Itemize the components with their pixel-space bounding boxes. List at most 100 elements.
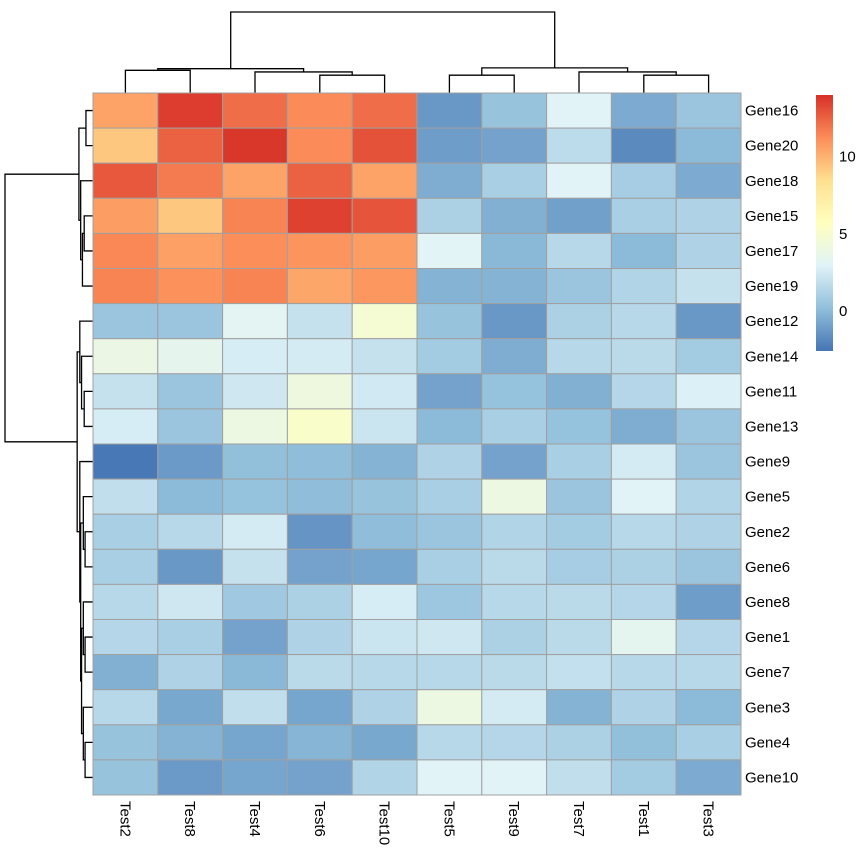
row-label: Gene3	[745, 699, 790, 716]
heatmap-cell	[157, 513, 224, 550]
heatmap-cells	[92, 92, 742, 796]
color-legend: 0 5 10	[816, 95, 856, 351]
legend-tick-label: 5	[839, 226, 847, 243]
heatmap-cell	[546, 759, 612, 796]
legend-tick-label: 0	[839, 303, 847, 320]
heatmap-cell	[157, 689, 224, 726]
heatmap-cell	[416, 338, 483, 375]
heatmap-cell	[416, 583, 483, 621]
heatmap-cell	[481, 689, 548, 726]
heatmap-cell	[546, 548, 612, 585]
row-label: Gene20	[745, 138, 798, 155]
heatmap-cell	[546, 513, 612, 550]
heatmap-cell	[222, 127, 288, 164]
heatmap-cell	[675, 408, 742, 445]
heatmap-cell	[416, 513, 483, 550]
heatmap-cell	[351, 268, 418, 305]
heatmap-cell	[675, 162, 742, 199]
dendrogram-branch	[84, 636, 93, 673]
heatmap-cell	[286, 478, 353, 515]
heatmap-cell	[481, 654, 548, 691]
heatmap-cell	[481, 268, 548, 305]
heatmap-cell	[610, 548, 677, 585]
heatmap-cell	[351, 197, 418, 234]
heatmap-cell	[222, 373, 288, 410]
heatmap-cell	[416, 303, 483, 340]
heatmap-cell	[675, 759, 742, 796]
heatmap-cell	[546, 478, 612, 515]
column-label: Test1	[635, 801, 652, 837]
dendrogram-branch	[84, 531, 93, 568]
heatmap-cell	[222, 338, 288, 375]
heatmap-cell	[92, 268, 159, 305]
heatmap-cell	[222, 478, 288, 515]
heatmap-cell	[416, 724, 483, 761]
row-label: Gene17	[745, 243, 798, 260]
column-label: Test9	[505, 801, 522, 837]
heatmap-cell	[222, 689, 288, 726]
heatmap-cell	[546, 268, 612, 305]
heatmap-cell	[351, 513, 418, 550]
heatmap-cell	[92, 654, 159, 691]
row-label: Gene15	[745, 208, 798, 225]
heatmap-cell	[351, 548, 418, 585]
heatmap-cell	[286, 548, 353, 585]
heatmap-cell	[481, 338, 548, 375]
heatmap-cell	[222, 92, 288, 129]
row-label: Gene18	[745, 173, 798, 190]
dendrogram-branch	[80, 355, 93, 410]
heatmap-cell	[416, 373, 483, 410]
heatmap-cell	[92, 232, 159, 269]
heatmap-cell	[157, 759, 224, 796]
heatmap-cell	[416, 127, 483, 164]
heatmap-cell	[157, 654, 224, 691]
heatmap-cell	[610, 583, 677, 621]
dendrogram-branch	[124, 69, 191, 93]
heatmap-cell	[610, 197, 677, 234]
column-label: Test6	[311, 801, 328, 837]
heatmap-cell	[157, 619, 224, 656]
heatmap-cell	[286, 303, 353, 340]
heatmap-cell	[481, 127, 548, 164]
heatmap-cell	[351, 478, 418, 515]
heatmap-cell	[610, 373, 677, 410]
heatmap-cell	[222, 443, 288, 480]
heatmap-cell	[286, 197, 353, 234]
heatmap-cell	[222, 548, 288, 585]
row-label: Gene10	[745, 769, 798, 786]
heatmap-cell	[351, 724, 418, 761]
heatmap-cell	[222, 197, 288, 234]
heatmap-cell	[351, 759, 418, 796]
heatmap-cell	[92, 162, 159, 199]
legend-tick-label: 10	[839, 149, 856, 166]
heatmap-cell	[610, 338, 677, 375]
heatmap-cell	[416, 619, 483, 656]
heatmap-cell	[157, 197, 224, 234]
heatmap-cell	[92, 583, 159, 621]
heatmap-cell	[546, 197, 612, 234]
heatmap-cell	[675, 548, 742, 585]
heatmap-cell	[351, 654, 418, 691]
heatmap-cell	[157, 408, 224, 445]
heatmap-cell	[157, 724, 224, 761]
row-label: Gene13	[745, 418, 798, 435]
heatmap-cell	[546, 92, 612, 129]
heatmap-cell	[675, 724, 742, 761]
legend-tick-labels: 0 5 10	[839, 149, 856, 320]
heatmap-cell	[286, 654, 353, 691]
heatmap-cell	[286, 162, 353, 199]
heatmap-cell	[286, 232, 353, 269]
heatmap-cell	[416, 443, 483, 480]
heatmap-cell	[675, 583, 742, 621]
heatmap-cell	[481, 759, 548, 796]
heatmap-cell	[351, 162, 418, 199]
heatmap-cell	[351, 583, 418, 621]
dendrogram-branch	[83, 215, 93, 252]
heatmap-cell	[416, 408, 483, 445]
heatmap-cell	[416, 654, 483, 691]
row-label: Gene14	[745, 348, 798, 365]
heatmap-cell	[610, 478, 677, 515]
column-dendrogram	[124, 11, 710, 93]
heatmap-cell	[222, 303, 288, 340]
